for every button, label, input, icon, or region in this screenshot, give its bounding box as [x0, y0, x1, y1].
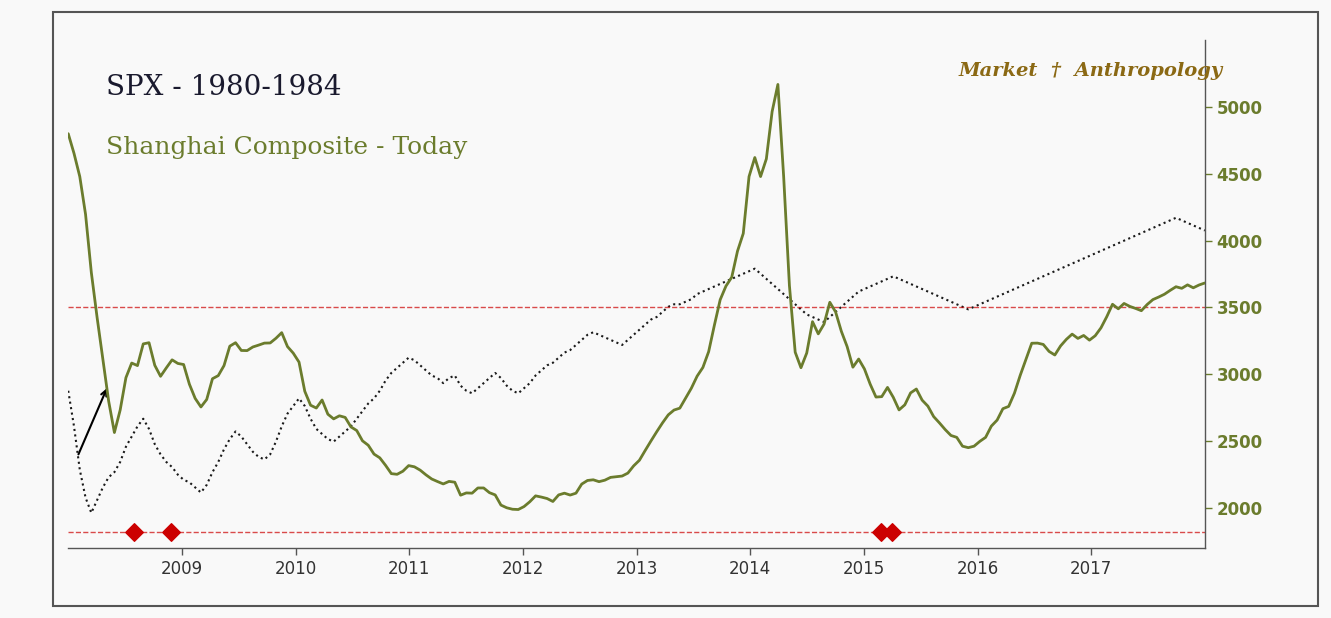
Text: Market  †  Anthropology: Market † Anthropology	[958, 62, 1223, 80]
Point	[160, 528, 181, 538]
Point	[870, 528, 892, 538]
Point	[124, 528, 145, 538]
Point	[881, 528, 902, 538]
Text: SPX - 1980-1984: SPX - 1980-1984	[106, 74, 342, 101]
Text: Shanghai Composite - Today: Shanghai Composite - Today	[106, 136, 469, 159]
